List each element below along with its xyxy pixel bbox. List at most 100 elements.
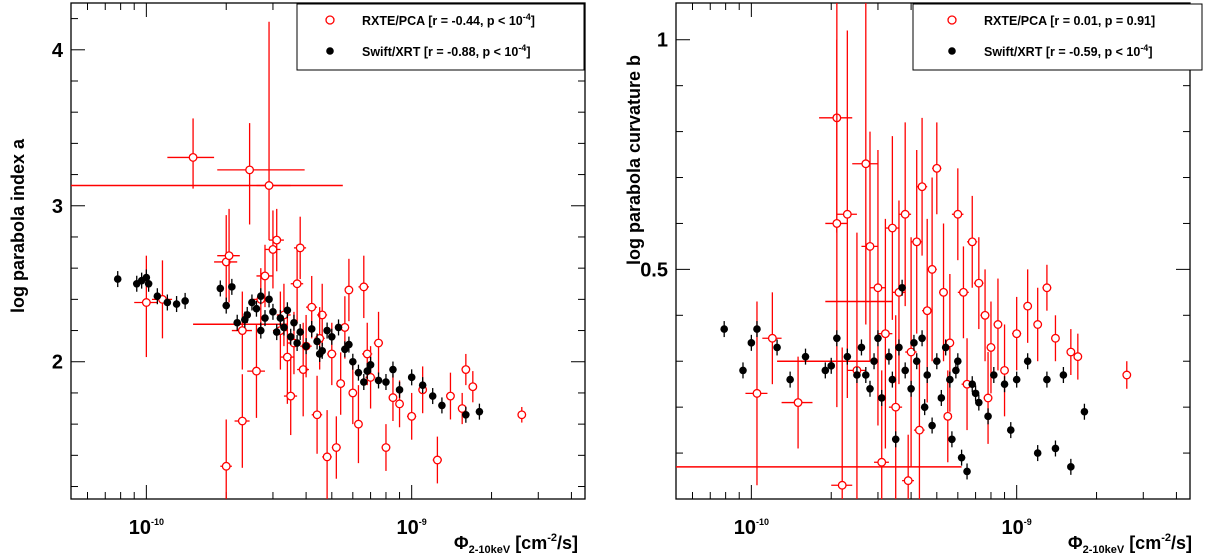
- data-point: [276, 314, 285, 322]
- data-point: [359, 282, 369, 292]
- data-point: [1023, 357, 1032, 366]
- data-point: [983, 393, 993, 403]
- data-point: [222, 301, 231, 310]
- data-point: [1012, 375, 1021, 384]
- data-point: [891, 402, 901, 412]
- data-point: [974, 278, 984, 288]
- data-point: [967, 237, 977, 247]
- data-point: [980, 310, 990, 320]
- data-point: [295, 243, 305, 253]
- legend-entry-rxte: RXTE/PCA [r = -0.44, p < 10-4]: [362, 12, 535, 28]
- data-point: [1023, 301, 1033, 311]
- data-point: [269, 308, 277, 316]
- data-point: [462, 410, 470, 419]
- data-point: [188, 152, 198, 162]
- data-point: [280, 323, 288, 332]
- data-point: [1000, 380, 1009, 388]
- data-point: [793, 398, 803, 408]
- legend-marker-rxte: [325, 15, 335, 25]
- data-point: [914, 425, 924, 435]
- data-point: [418, 381, 427, 389]
- data-point: [286, 391, 296, 401]
- data-point: [282, 352, 292, 362]
- data-point: [348, 388, 358, 398]
- data-point: [172, 300, 181, 308]
- data-point: [1051, 333, 1060, 343]
- data-point: [895, 343, 903, 352]
- x-tick-labels: 10-10 10-9: [734, 517, 1032, 539]
- data-point: [446, 391, 455, 401]
- y-tick-label: 1: [657, 30, 668, 52]
- data-point: [286, 332, 295, 341]
- data-point: [891, 435, 900, 444]
- x-axis-label: Φ2-10keV [cm-2/s]: [1068, 532, 1192, 554]
- data-point: [241, 315, 249, 324]
- data-point: [927, 264, 937, 274]
- data-point: [1012, 329, 1022, 339]
- data-point: [144, 279, 153, 288]
- data-point: [475, 407, 484, 416]
- data-point: [395, 386, 404, 394]
- data-point: [432, 455, 442, 465]
- data-point: [331, 443, 341, 452]
- data-point: [264, 181, 274, 190]
- left-panel: 2 3 4 10-10 10-9 log parabola index a Φ2…: [8, 2, 586, 554]
- data-point: [907, 384, 915, 393]
- data-point: [801, 352, 810, 361]
- data-point: [237, 416, 247, 426]
- data-point: [1033, 449, 1042, 457]
- y-tick-label: 0.5: [640, 259, 668, 281]
- data-point: [1066, 347, 1076, 357]
- data-point: [113, 275, 122, 283]
- data-point: [990, 371, 998, 379]
- data-point: [283, 306, 292, 315]
- data-point: [968, 380, 977, 388]
- data-point: [842, 209, 852, 219]
- y-axis-label: log parabola index a: [8, 138, 28, 313]
- data-point: [906, 347, 916, 357]
- data-point: [753, 325, 761, 333]
- data-point: [932, 163, 942, 173]
- data-point: [1043, 375, 1051, 384]
- axis-ticks: [71, 3, 585, 499]
- data-point: [918, 334, 926, 343]
- x-tick-label: 10-10: [129, 517, 164, 539]
- data-point: [866, 384, 874, 393]
- data-point: [257, 326, 265, 335]
- data-point: [345, 340, 353, 349]
- data-point: [296, 328, 304, 336]
- data-point: [773, 343, 781, 352]
- data-point: [900, 209, 910, 219]
- data-point: [344, 285, 354, 295]
- data-layer: [71, 21, 527, 499]
- data-point: [1000, 365, 1009, 375]
- data-point: [837, 480, 847, 490]
- data-point: [833, 334, 841, 343]
- x-tick-labels: 10-10 10-9: [129, 517, 427, 539]
- data-point: [752, 388, 762, 398]
- data-point: [917, 182, 927, 192]
- plot-frame: [675, 2, 1191, 500]
- data-point: [786, 375, 794, 384]
- data-point: [261, 314, 269, 322]
- data-point: [957, 453, 966, 462]
- data-point: [939, 287, 948, 297]
- data-point: [857, 343, 866, 352]
- data-layer: [676, 3, 1132, 499]
- data-point: [1006, 426, 1015, 434]
- data-point: [720, 325, 728, 333]
- data-point: [1033, 320, 1043, 329]
- data-point: [245, 165, 255, 175]
- legend-box: [296, 3, 585, 71]
- data-point: [1059, 371, 1068, 379]
- data-point: [322, 452, 332, 462]
- legend-entry-swift: Swift/XRT [r = -0.59, p < 10-4]: [984, 43, 1153, 59]
- data-point: [336, 379, 346, 389]
- data-point: [395, 399, 404, 409]
- data-point: [233, 318, 242, 327]
- data-point: [366, 361, 375, 369]
- y-tick-label: 2: [52, 352, 63, 374]
- data-point: [747, 339, 756, 347]
- legend: RXTE/PCA [r = -0.44, p < 10-4] Swift/XRT…: [296, 3, 585, 71]
- data-point: [920, 403, 929, 411]
